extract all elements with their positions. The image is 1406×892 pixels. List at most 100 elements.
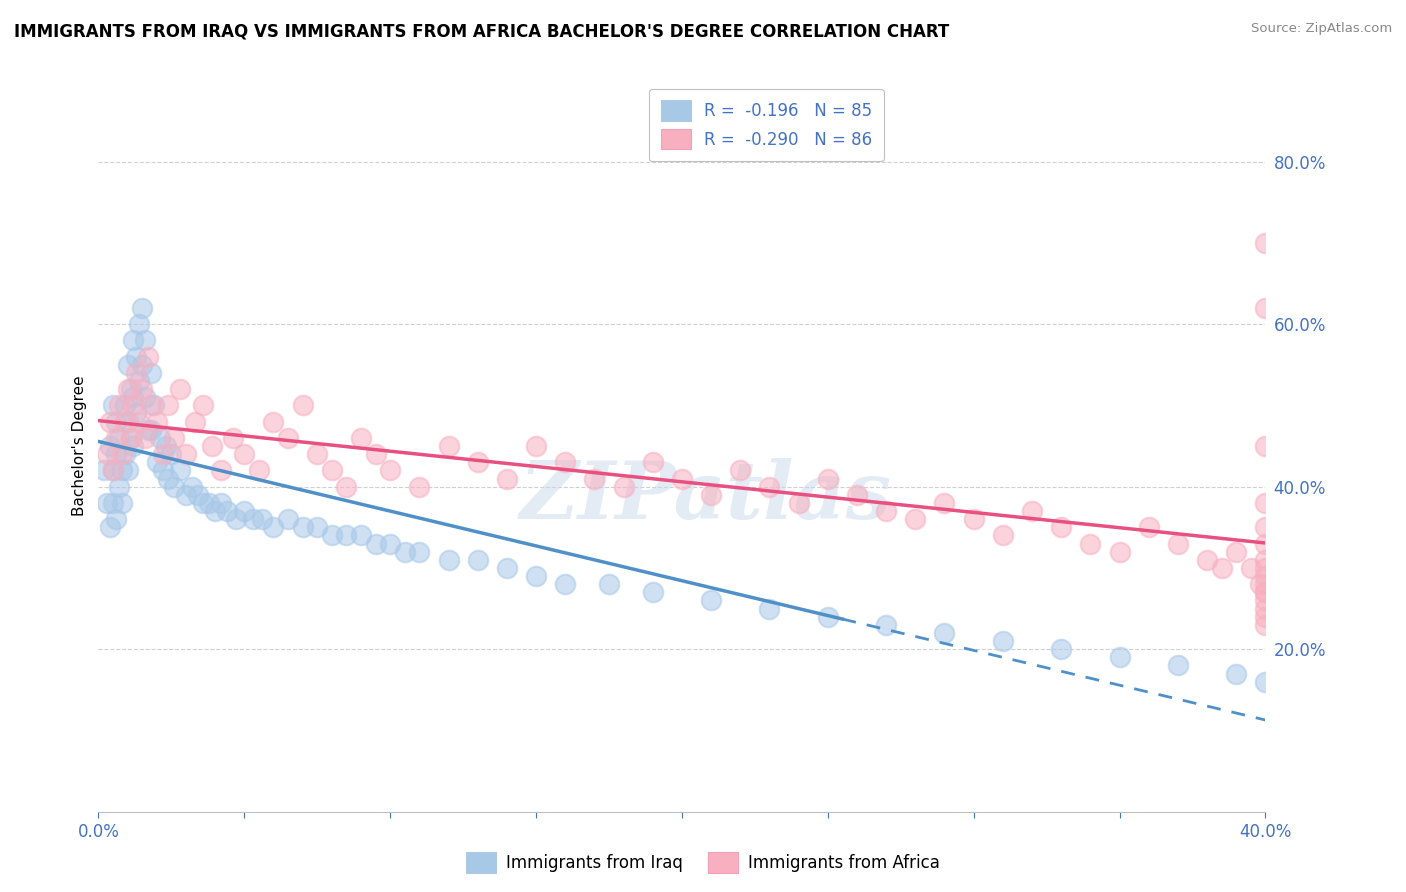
Point — [198, 496, 221, 510]
Point — [1254, 569, 1277, 583]
Point — [364, 536, 387, 550]
Point — [1211, 561, 1233, 575]
Point — [104, 431, 127, 445]
Point — [131, 358, 153, 372]
Text: ZIPatlas: ZIPatlas — [519, 458, 891, 536]
Point — [242, 512, 264, 526]
Point — [291, 398, 314, 412]
Point — [817, 609, 839, 624]
Point — [193, 496, 215, 510]
Point — [524, 569, 547, 583]
Point — [125, 407, 148, 421]
Point — [114, 447, 136, 461]
Point — [1137, 520, 1160, 534]
Point — [437, 439, 460, 453]
Point — [758, 480, 780, 494]
Point — [291, 520, 314, 534]
Point — [1254, 536, 1277, 550]
Point — [1254, 674, 1277, 689]
Point — [1254, 593, 1277, 607]
Point — [120, 431, 142, 445]
Point — [496, 561, 519, 575]
Point — [380, 463, 402, 477]
Point — [904, 512, 927, 526]
Point — [183, 415, 205, 429]
Point — [149, 431, 172, 445]
Point — [262, 520, 284, 534]
Point — [174, 488, 197, 502]
Point — [321, 463, 343, 477]
Point — [598, 577, 620, 591]
Point — [641, 585, 664, 599]
Point — [128, 317, 150, 331]
Legend: R =  -0.196   N = 85, R =  -0.290   N = 86: R = -0.196 N = 85, R = -0.290 N = 86 — [648, 88, 883, 161]
Point — [1167, 536, 1189, 550]
Point — [98, 439, 121, 453]
Point — [101, 463, 124, 477]
Point — [104, 415, 127, 429]
Point — [380, 536, 402, 550]
Point — [1050, 520, 1073, 534]
Point — [122, 398, 145, 412]
Y-axis label: Bachelor's Degree: Bachelor's Degree — [72, 376, 87, 516]
Point — [131, 301, 153, 315]
Point — [277, 512, 299, 526]
Point — [136, 350, 159, 364]
Point — [250, 512, 273, 526]
Point — [934, 626, 956, 640]
Point — [1254, 235, 1277, 250]
Point — [1021, 504, 1043, 518]
Point — [101, 496, 124, 510]
Point — [1254, 439, 1277, 453]
Point — [96, 447, 118, 461]
Point — [846, 488, 869, 502]
Point — [262, 415, 284, 429]
Point — [233, 504, 256, 518]
Point — [193, 398, 215, 412]
Point — [93, 463, 115, 477]
Point — [875, 617, 897, 632]
Point — [117, 415, 139, 429]
Point — [467, 553, 489, 567]
Point — [1254, 585, 1277, 599]
Point — [1167, 658, 1189, 673]
Point — [1254, 301, 1277, 315]
Point — [180, 480, 202, 494]
Point — [1195, 553, 1218, 567]
Point — [101, 463, 124, 477]
Point — [131, 382, 153, 396]
Point — [700, 593, 723, 607]
Point — [730, 463, 752, 477]
Text: IMMIGRANTS FROM IRAQ VS IMMIGRANTS FROM AFRICA BACHELOR'S DEGREE CORRELATION CHA: IMMIGRANTS FROM IRAQ VS IMMIGRANTS FROM … — [14, 22, 949, 40]
Point — [125, 366, 148, 380]
Point — [335, 480, 357, 494]
Point — [157, 471, 180, 485]
Point — [1254, 609, 1277, 624]
Point — [1254, 561, 1277, 575]
Point — [817, 471, 839, 485]
Point — [1254, 585, 1277, 599]
Point — [111, 447, 134, 461]
Point — [875, 504, 897, 518]
Point — [157, 398, 180, 412]
Point — [467, 455, 489, 469]
Point — [136, 423, 159, 437]
Point — [554, 577, 576, 591]
Point — [1225, 666, 1247, 681]
Point — [350, 528, 373, 542]
Point — [163, 480, 186, 494]
Point — [139, 398, 162, 412]
Point — [394, 544, 416, 558]
Point — [125, 350, 148, 364]
Point — [209, 463, 232, 477]
Point — [114, 415, 136, 429]
Point — [700, 488, 723, 502]
Point — [1254, 577, 1277, 591]
Point — [1254, 601, 1277, 615]
Point — [108, 431, 131, 445]
Point — [221, 431, 243, 445]
Point — [496, 471, 519, 485]
Point — [641, 455, 664, 469]
Point — [114, 398, 136, 412]
Point — [139, 423, 162, 437]
